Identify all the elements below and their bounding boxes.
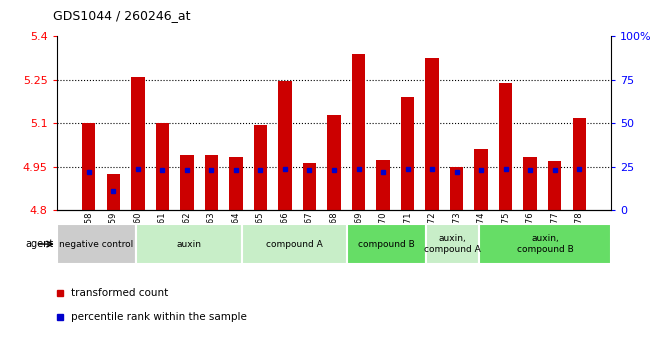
- Bar: [242, 224, 347, 264]
- Bar: [401, 97, 414, 210]
- Bar: [376, 160, 390, 210]
- Bar: [426, 224, 479, 264]
- Bar: [474, 149, 488, 210]
- Bar: [229, 157, 242, 210]
- Bar: [82, 124, 96, 210]
- Text: negative control: negative control: [59, 239, 134, 249]
- Bar: [327, 115, 341, 210]
- Text: compound B: compound B: [359, 239, 415, 249]
- Bar: [180, 155, 194, 210]
- Bar: [347, 224, 426, 264]
- Text: agent: agent: [25, 239, 53, 249]
- Bar: [499, 83, 512, 210]
- Text: auxin,
compound B: auxin, compound B: [517, 234, 574, 254]
- Bar: [303, 162, 316, 210]
- Text: percentile rank within the sample: percentile rank within the sample: [71, 312, 247, 322]
- Bar: [156, 124, 169, 210]
- Bar: [204, 155, 218, 210]
- Text: auxin,
compound A: auxin, compound A: [424, 234, 481, 254]
- Text: transformed count: transformed count: [71, 288, 169, 298]
- Text: compound A: compound A: [266, 239, 323, 249]
- Text: GDS1044 / 260246_at: GDS1044 / 260246_at: [53, 9, 191, 22]
- Bar: [450, 167, 464, 210]
- Bar: [524, 157, 537, 210]
- Bar: [548, 161, 562, 210]
- Text: auxin: auxin: [176, 239, 201, 249]
- Bar: [479, 224, 611, 264]
- Bar: [278, 81, 292, 210]
- Bar: [57, 224, 136, 264]
- Bar: [136, 224, 242, 264]
- Bar: [426, 58, 439, 210]
- Bar: [106, 174, 120, 210]
- Bar: [254, 125, 267, 210]
- Bar: [352, 54, 365, 210]
- Bar: [131, 77, 144, 210]
- Bar: [572, 118, 586, 210]
